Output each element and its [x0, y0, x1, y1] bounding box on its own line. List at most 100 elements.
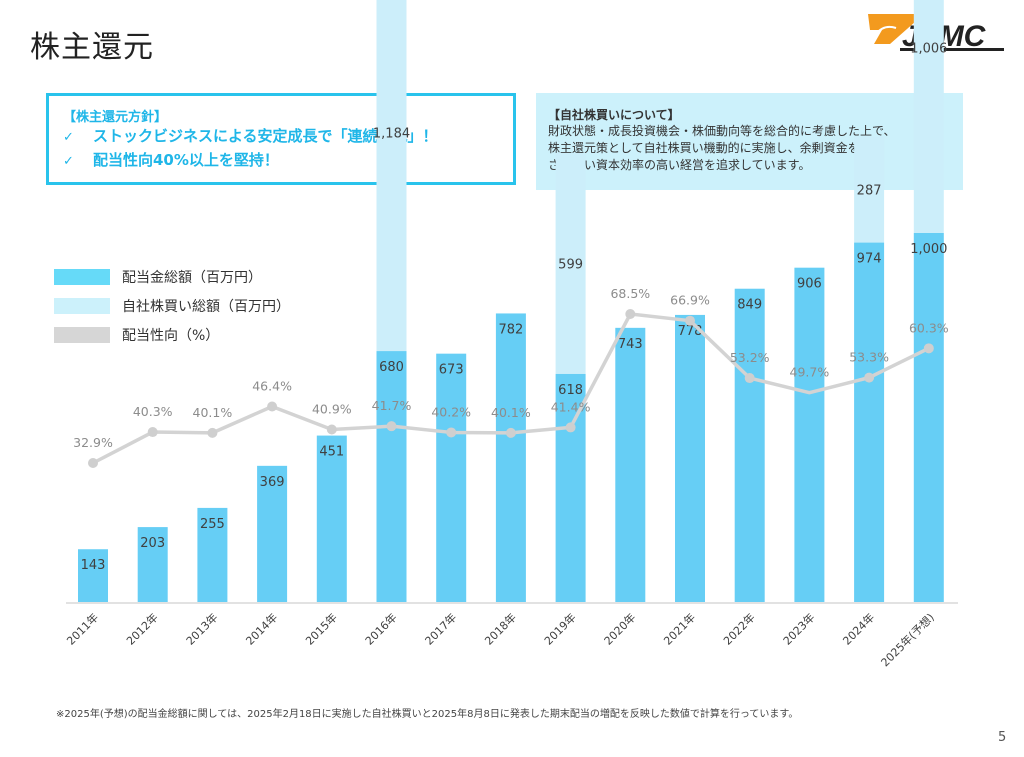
- bar-dividend: [436, 353, 467, 602]
- bar-dividend: [197, 507, 228, 602]
- page-title: 株主還元: [30, 30, 154, 65]
- bar-dividend: [257, 465, 288, 602]
- bar-dividend: [854, 242, 885, 602]
- policy-item-text: ストックビジネスによる安定成長で「連続増配」！: [93, 127, 438, 145]
- data-label-dividend: 369: [260, 475, 285, 490]
- data-label-payout: 40.3%: [133, 404, 173, 419]
- data-label-payout: 53.2%: [730, 350, 770, 365]
- line-marker-payout: [386, 421, 397, 432]
- x-tick-label: 2023年: [780, 610, 817, 647]
- legend-label: 配当性向（%）: [122, 327, 220, 344]
- data-label-payout: 60.3%: [909, 320, 949, 335]
- line-marker-payout: [625, 309, 636, 319]
- buyback-line: させない資本効率の高い経営を追求しています。: [548, 158, 811, 172]
- line-marker-payout: [267, 401, 278, 412]
- data-label-payout: 68.5%: [610, 286, 650, 301]
- data-label-payout: 41.7%: [372, 398, 412, 413]
- bar-buyback: [913, 0, 944, 233]
- x-tick-label: 2014年: [243, 610, 280, 647]
- bar-dividend: [615, 327, 646, 602]
- x-tick-label: 2019年: [541, 610, 578, 647]
- page-number: 5: [998, 730, 1007, 745]
- policy-heading: 【株主還元方針】: [63, 110, 168, 125]
- check-icon: ✓: [63, 154, 74, 169]
- legend-label: 自社株買い総額（百万円）: [122, 298, 290, 315]
- line-marker-payout: [88, 458, 98, 468]
- bar-dividend: [316, 435, 347, 602]
- buyback-heading: 【自社株買いについて】: [548, 108, 680, 122]
- data-label-payout: 40.1%: [491, 405, 531, 420]
- line-marker-payout: [923, 343, 934, 354]
- policy-item: ✓ ストックビジネスによる安定成長で「連続増配」！: [63, 125, 513, 149]
- bar-dividend: [794, 267, 825, 602]
- line-marker-payout: [446, 427, 457, 438]
- line-marker-payout: [744, 373, 755, 384]
- data-label-dividend: 680: [379, 360, 404, 375]
- legend-item-buyback: 自社株買い総額（百万円）: [54, 291, 290, 320]
- data-label-dividend: 906: [797, 277, 822, 292]
- logo-mark-icon: [868, 14, 924, 44]
- data-label-payout: 49.7%: [790, 365, 830, 380]
- data-label-dividend: 849: [737, 298, 762, 313]
- data-label-payout: 32.9%: [73, 435, 113, 450]
- data-label-dividend: 143: [81, 558, 106, 573]
- data-label-payout: 40.1%: [193, 405, 233, 420]
- policy-item: ✓ 配当性向40%以上を堅持！: [63, 149, 513, 173]
- legend-swatch-dividend: [54, 268, 110, 285]
- data-label-payout: 41.4%: [551, 399, 591, 414]
- buyback-line: 財政状態・成長投資機会・株価動向等を総合的に考慮した上で、: [548, 124, 896, 138]
- x-tick-label: 2018年: [482, 610, 519, 647]
- shareholder-return-policy-box: 【株主還元方針】 ✓ ストックビジネスによる安定成長で「連続増配」！ ✓ 配当性向4…: [46, 93, 516, 185]
- data-label-payout: 53.3%: [849, 350, 889, 365]
- data-label-dividend: 1,000: [910, 242, 947, 257]
- x-tick-label: 2015年: [302, 610, 339, 647]
- line-marker-payout: [565, 422, 576, 433]
- line-marker-payout: [685, 315, 695, 326]
- chart-legend: 配当金総額（百万円） 自社株買い総額（百万円） 配当性向（%）: [54, 262, 290, 349]
- data-label-buyback: 599: [558, 257, 583, 272]
- line-marker-payout: [207, 427, 218, 438]
- legend-swatch-payout: [54, 326, 110, 343]
- buyback-line: 株主還元策として自社株買い機動的に実施し、余剰資金を生じ: [548, 141, 884, 155]
- x-tick-label: 2020年: [601, 610, 638, 647]
- legend-label: 配当金総額（百万円）: [122, 269, 262, 286]
- x-tick-label: 2013年: [183, 610, 220, 647]
- legend-item-dividend: 配当金総額（百万円）: [54, 262, 290, 291]
- policy-item-text: 配当性向40%以上を堅持！: [93, 151, 279, 169]
- bar-dividend: [137, 527, 168, 602]
- bar-dividend: [913, 233, 944, 602]
- line-marker-payout: [864, 372, 875, 383]
- data-label-dividend: 974: [857, 252, 882, 267]
- x-tick-label: 2021年: [661, 610, 698, 647]
- data-label-buyback: 287: [857, 184, 882, 199]
- legend-swatch-buyback: [54, 297, 110, 314]
- check-icon: ✓: [63, 130, 74, 145]
- data-label-dividend: 782: [498, 322, 523, 337]
- data-label-dividend: 451: [319, 445, 344, 460]
- x-tick-label: 2012年: [123, 610, 160, 647]
- legend-item-payout: 配当性向（%）: [54, 320, 290, 349]
- x-tick-label: 2011年: [64, 610, 101, 647]
- x-tick-label: 2024年: [840, 610, 877, 647]
- data-label-dividend: 255: [200, 517, 225, 532]
- bar-dividend: [675, 314, 705, 602]
- line-marker-payout: [147, 427, 158, 438]
- x-tick-label: 2017年: [422, 610, 459, 647]
- data-label-buyback: 1,006: [910, 41, 947, 56]
- share-buyback-info-box: 【自社株買いについて】 財政状態・成長投資機会・株価動向等を総合的に考慮した上で…: [536, 93, 963, 190]
- data-label-dividend: 743: [618, 337, 643, 352]
- footnote: ※2025年(予想)の配当金総額に関しては、2025年2月18日に実施した自社株…: [56, 709, 799, 720]
- line-marker-payout: [326, 424, 337, 435]
- bar-buyback: [376, 0, 407, 352]
- data-label-payout: 46.4%: [252, 378, 292, 393]
- x-tick-label: 2022年: [720, 610, 757, 647]
- bar-buyback: [854, 136, 885, 243]
- data-label-payout: 40.2%: [431, 404, 471, 419]
- x-tick-label: 2016年: [362, 610, 399, 647]
- bar-dividend: [78, 549, 108, 602]
- x-tick-label: 2025年(予想): [878, 610, 937, 669]
- data-label-buyback: 1,184: [373, 127, 410, 142]
- data-label-dividend: 203: [140, 536, 165, 551]
- bar-dividend: [376, 351, 407, 602]
